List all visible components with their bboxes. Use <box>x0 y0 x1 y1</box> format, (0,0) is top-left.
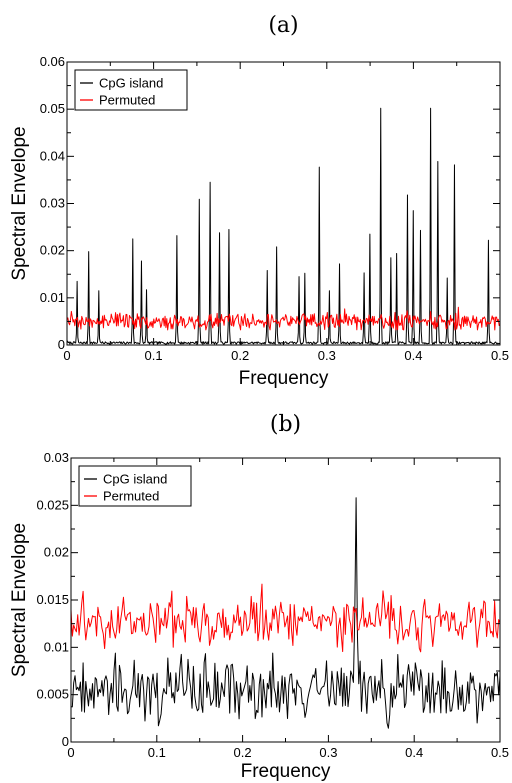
y-tick-label: 0.005 <box>36 687 69 702</box>
x-tick-label: 0.5 <box>491 745 509 760</box>
legend-box <box>74 69 188 111</box>
y-tick-label: 0.06 <box>40 54 65 69</box>
series-line-permuted <box>66 306 501 331</box>
legend-box <box>78 465 192 507</box>
y-tick-label: 0.02 <box>44 545 69 560</box>
legend-label: CpG island <box>99 76 163 91</box>
y-axis-title: Spectral Envelope <box>9 126 30 280</box>
chart-panel-a: (a) 0 0.1 0.2 0.3 0.4 0.5 0 0.01 0.02 0.03 0.04 0.05… <box>9 13 509 389</box>
x-tick-label: 0.2 <box>234 745 252 760</box>
legend-label: Permuted <box>99 93 155 108</box>
y-tick-label: 0.03 <box>40 196 65 211</box>
series-line-cpg-island <box>66 107 501 345</box>
y-axis-title: Spectral Envelope <box>9 523 30 677</box>
x-tick-label: 0.3 <box>318 348 336 363</box>
chart-panel-b: (b) 0 0.1 0.2 0.3 0.4 0.5 0 0.005 0.01 0.015 0.02 0.… <box>9 412 509 782</box>
y-tick-label: 0.04 <box>40 148 65 163</box>
legend-label: Permuted <box>103 489 159 504</box>
y-tick-label: 0.02 <box>40 243 65 258</box>
x-tick-label: 0.1 <box>145 348 163 363</box>
x-tick-label: 0.3 <box>319 745 337 760</box>
panel-label: (a) <box>268 13 298 38</box>
y-tick-label: 0 <box>58 337 65 352</box>
series-line-permuted <box>70 583 501 653</box>
x-tick-label: 0.2 <box>231 348 249 363</box>
y-tick-label: 0 <box>62 734 69 749</box>
legend-label: CpG island <box>103 472 167 487</box>
x-tick-label: 0 <box>63 348 70 363</box>
panel-label: (b) <box>270 412 301 437</box>
y-tick-label: 0.025 <box>36 497 69 512</box>
series-line-cpg-island <box>70 497 501 729</box>
y-tick-label: 0.03 <box>44 450 69 465</box>
x-tick-label: 0.5 <box>491 348 509 363</box>
x-tick-label: 0.4 <box>404 348 422 363</box>
legend: CpG island Permuted <box>78 465 192 507</box>
x-tick-label: 0.4 <box>405 745 423 760</box>
x-tick-label: 0 <box>67 745 74 760</box>
legend: CpG island Permuted <box>74 69 188 111</box>
y-tick-label: 0.01 <box>44 639 69 654</box>
x-axis-title: Frequency <box>239 368 329 389</box>
x-axis-title: Frequency <box>241 761 331 782</box>
y-tick-label: 0.05 <box>40 101 65 116</box>
y-tick-label: 0.01 <box>40 290 65 305</box>
y-tick-label: 0.015 <box>36 592 69 607</box>
x-tick-label: 0.1 <box>148 745 166 760</box>
